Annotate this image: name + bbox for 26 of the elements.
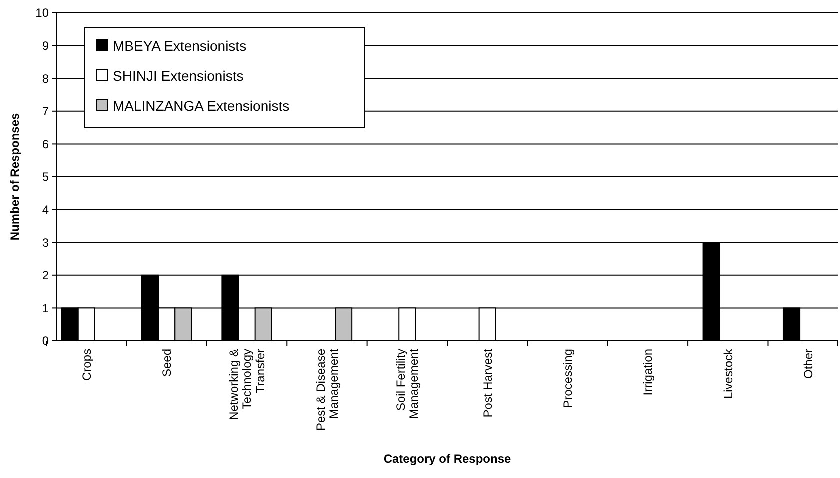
x-tick-label: Pest & Disease Management <box>314 348 342 432</box>
y-tick-label: 5 <box>42 170 50 184</box>
y-tick-label: 2 <box>42 268 50 283</box>
y-tick-label: 10 <box>36 6 50 20</box>
y-tick-label: 7 <box>42 104 50 119</box>
y-tick-label: 3 <box>42 236 50 250</box>
y-tick-label: 8 <box>42 72 50 86</box>
x-tick-label: Livestock <box>721 348 736 400</box>
x-tick-label: Irrigation <box>641 349 656 396</box>
x-tick-label: Processing <box>560 349 575 408</box>
legend-label: MBEYA Extensionists <box>113 38 247 54</box>
x-tick-label: Soil Fertility Management <box>394 348 422 420</box>
x-tick-label: Crops <box>80 349 94 382</box>
x-tick-label: Networking & Technology Transfer <box>227 349 268 420</box>
y-axis-title: Number of Responses <box>8 112 22 241</box>
y-tick-label: 4 <box>42 203 50 217</box>
x-axis-title: Category of Response <box>384 452 512 466</box>
y-tick-label: 9 <box>42 39 50 53</box>
legend-label: MALINZANGA Extensionists <box>113 98 290 114</box>
x-tick-label: Seed <box>160 349 174 378</box>
x-tick-label: Post Harvest <box>480 348 495 418</box>
y-tick-label: 1 <box>42 301 50 316</box>
y-tick-label: 6 <box>42 137 50 152</box>
y-tick-label: 0 <box>42 334 50 348</box>
x-tick-label: Other <box>802 349 816 380</box>
legend-label: SHINJI Extensionists <box>113 68 244 84</box>
